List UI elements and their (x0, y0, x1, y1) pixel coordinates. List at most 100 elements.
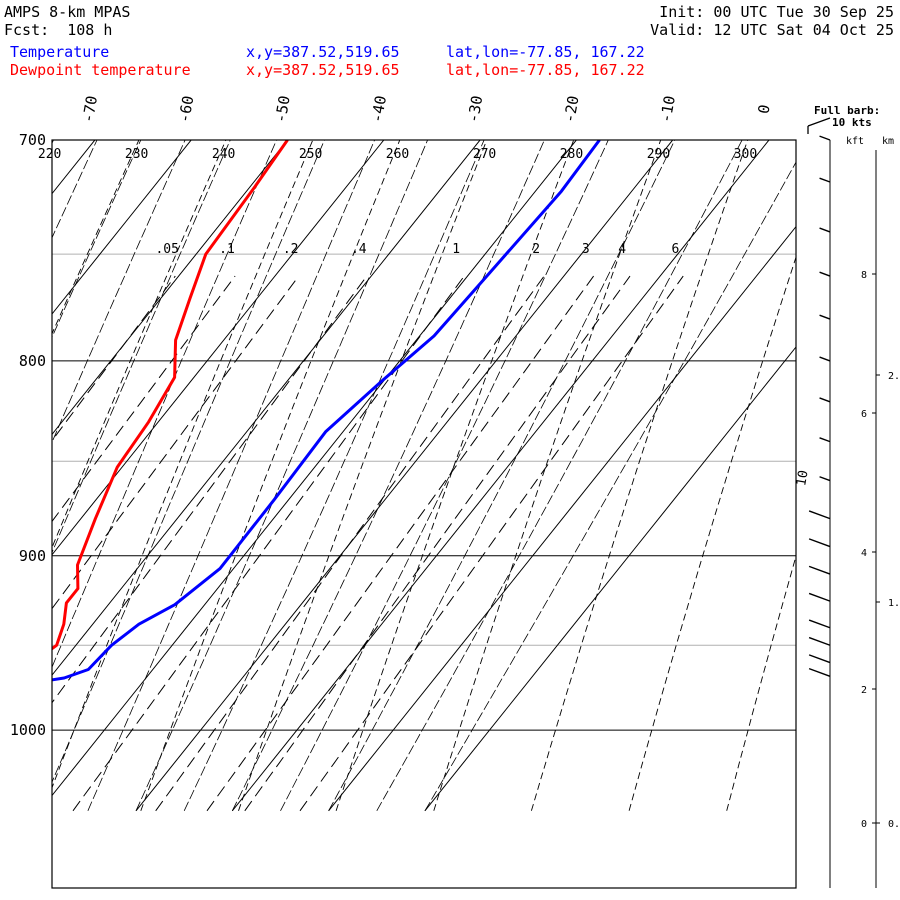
dry-adiabat-320 (726, 554, 796, 811)
temperature-xy: x,y=387.52,519.65 (246, 43, 400, 61)
theta-label-240: 240 (212, 147, 235, 162)
temp-tick--30: -30 (464, 94, 486, 124)
wind-barb (808, 667, 831, 677)
mixing-ratio-lines (52, 275, 684, 812)
temperature-profile (52, 140, 601, 682)
mixing-label-.2: .2 (283, 242, 299, 257)
isotherm--10 (135, 140, 674, 812)
temp-tick--50: -50 (271, 94, 293, 124)
mixing-ratio-4 (244, 275, 631, 812)
moist-adiabat-10 (328, 140, 676, 811)
pressure-tick-800: 800 (19, 352, 46, 370)
theta-label-260: 260 (386, 147, 409, 162)
legend-dewpoint: Dewpoint temperature (10, 61, 191, 79)
theta-label-220: 220 (38, 147, 61, 162)
theta-label-270: 270 (473, 147, 496, 162)
valid-time: Valid: 12 UTC Sat 04 Oct 25 (650, 21, 894, 39)
wind-barb (808, 654, 831, 664)
mixing-ratio-1 (72, 275, 465, 812)
wind-barb (819, 177, 831, 183)
moist-adiabat--25 (52, 140, 278, 669)
wind-barb (819, 397, 831, 403)
temp-tick--70: -70 (79, 94, 101, 124)
dry-adiabat-260 (140, 140, 401, 811)
plot-frame (51, 139, 797, 889)
mixing-label-6: 6 (672, 242, 680, 257)
moist-adiabat--5 (183, 140, 485, 811)
wind-speed-label: 10 (794, 469, 811, 487)
theta-label-280: 280 (560, 147, 583, 162)
dry-adiabat-240 (52, 140, 227, 549)
isotherm--70 (52, 140, 96, 195)
mixing-ratio-.2 (52, 275, 300, 610)
wind-barb (808, 538, 831, 548)
forecast-hour: Fcst: 108 h (4, 21, 113, 39)
isotherm-0 (231, 140, 770, 812)
pressure-tick-900: 900 (19, 547, 46, 565)
wind-barb (819, 227, 831, 233)
profiles (52, 140, 601, 682)
wind-legend-line2: 10 kts (832, 116, 872, 129)
theta-label-300: 300 (734, 147, 757, 162)
wind-barb (819, 314, 831, 320)
dewpoint-xy: x,y=387.52,519.65 (246, 61, 400, 79)
temp-tick-0: 0 (754, 103, 773, 115)
isotherm--20 (52, 140, 578, 797)
dry-adiabat-270 (238, 140, 488, 811)
wind-legend-barb-flag (807, 117, 831, 127)
isobar-grid (52, 140, 796, 731)
moist-adiabat-15 (376, 140, 743, 811)
kft-tick-6: 6 (861, 409, 867, 420)
km-tick-2: 0. (888, 819, 900, 830)
mixing-label-1: 1 (452, 242, 460, 257)
isotherm-20 (424, 346, 796, 812)
isotherm-10 (328, 225, 796, 812)
mixing-label-2: 2 (532, 242, 540, 257)
temp-tick--10: -10 (657, 94, 679, 124)
mixing-label-.05: .05 (155, 242, 178, 257)
mixing-ratio-6 (299, 275, 684, 812)
isotherms (0, 116, 796, 812)
kft-tick-8: 8 (861, 270, 867, 281)
moist-adiabat--45 (52, 140, 98, 239)
moist-adiabat--35 (52, 140, 186, 444)
km-axis-label: km (882, 136, 894, 147)
theta-label-290: 290 (647, 147, 670, 162)
pressure-tick-1000: 1000 (10, 721, 46, 739)
wind-barbs: 10 (794, 135, 831, 888)
moist-adiabat--50 (52, 140, 54, 145)
mixing-ratio-.05 (52, 275, 176, 442)
temperature-latlon: lat,lon=-77.85, 167.22 (446, 43, 645, 61)
dry-adiabat-310 (628, 255, 796, 811)
init-time: Init: 00 UTC Tue 30 Sep 25 (659, 3, 894, 21)
moist-adiabat--10 (135, 140, 429, 811)
kft-tick-2: 2 (861, 685, 867, 696)
model-title: AMPS 8-km MPAS (4, 3, 131, 21)
height-axis: 8 6 4 2 0 2. 1. 0. (861, 150, 900, 888)
moist-adiabat--40 (52, 140, 142, 339)
isotherm--80 (0, 116, 18, 811)
mixing-ratio-3 (206, 275, 595, 812)
wind-barb (808, 592, 831, 602)
dewpoint-latlon: lat,lon=-77.85, 167.22 (446, 61, 645, 79)
wind-barb (819, 356, 831, 362)
wind-barb (808, 619, 831, 629)
dry-adiabat-220 (52, 140, 53, 141)
wind-legend-line1: Full barb: (814, 104, 880, 117)
pressure-tick-700: 700 (19, 131, 46, 149)
kft-axis-label: kft (846, 136, 864, 147)
wind-barb (808, 636, 831, 646)
isotherm--40 (52, 140, 385, 556)
mixing-label-3: 3 (582, 242, 590, 257)
dry-adiabat-280 (335, 140, 575, 811)
dewpoint-profile (52, 140, 289, 651)
moist-adiabat-5 (280, 140, 609, 811)
isotherm--30 (52, 140, 481, 676)
moist-adiabat-20 (424, 161, 796, 812)
kft-tick-4: 4 (861, 548, 867, 559)
mixing-label-.4: .4 (351, 242, 367, 257)
km-tick-1: 1. (888, 598, 900, 609)
theta-label-230: 230 (125, 147, 148, 162)
